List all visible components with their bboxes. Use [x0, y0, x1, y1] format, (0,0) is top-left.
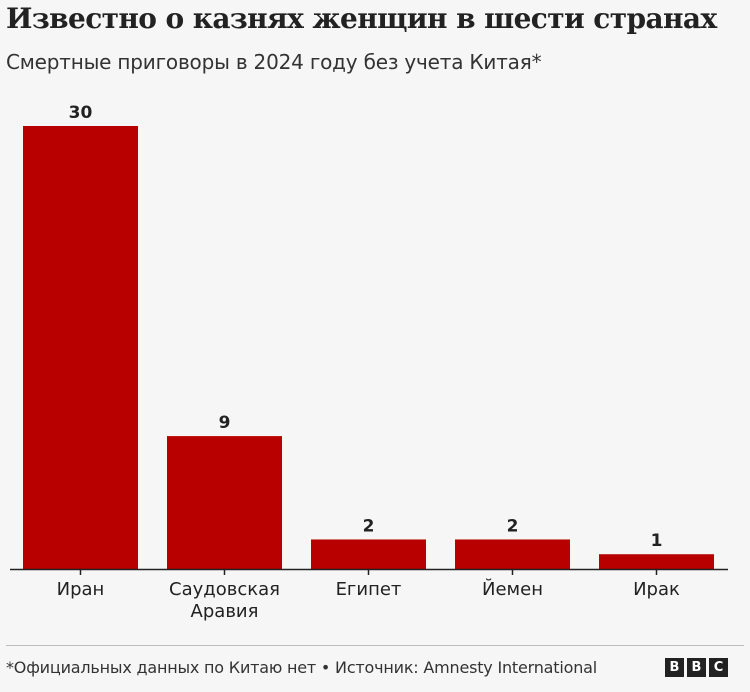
bbc-logo: B B C — [665, 658, 728, 677]
data-label: 2 — [507, 516, 519, 536]
data-label: 9 — [219, 413, 231, 433]
footer-divider — [6, 645, 744, 646]
bar — [455, 539, 570, 569]
bbc-logo-letter: B — [687, 658, 706, 677]
bbc-logo-letter: B — [665, 658, 684, 677]
chart-title: Известно о казнях женщин в шести странах — [6, 2, 717, 35]
data-label: 2 — [363, 516, 375, 536]
data-label: 1 — [651, 531, 663, 551]
category-label: Йемен — [482, 578, 543, 600]
category-label: Аравия — [191, 601, 259, 622]
bar — [23, 126, 138, 569]
data-label: 30 — [69, 103, 93, 123]
category-label: Ирак — [633, 579, 680, 600]
footnote-source: *Официальных данных по Китаю нет • Источ… — [6, 658, 597, 677]
bar — [311, 539, 426, 569]
category-label: Саудовская — [169, 579, 280, 600]
bar — [167, 436, 282, 569]
category-label: Египет — [336, 579, 402, 600]
category-label: Иран — [57, 579, 105, 600]
chart-subtitle: Смертные приговоры в 2024 году без учета… — [6, 50, 542, 74]
bar — [599, 554, 714, 569]
bbc-logo-letter: C — [709, 658, 728, 677]
